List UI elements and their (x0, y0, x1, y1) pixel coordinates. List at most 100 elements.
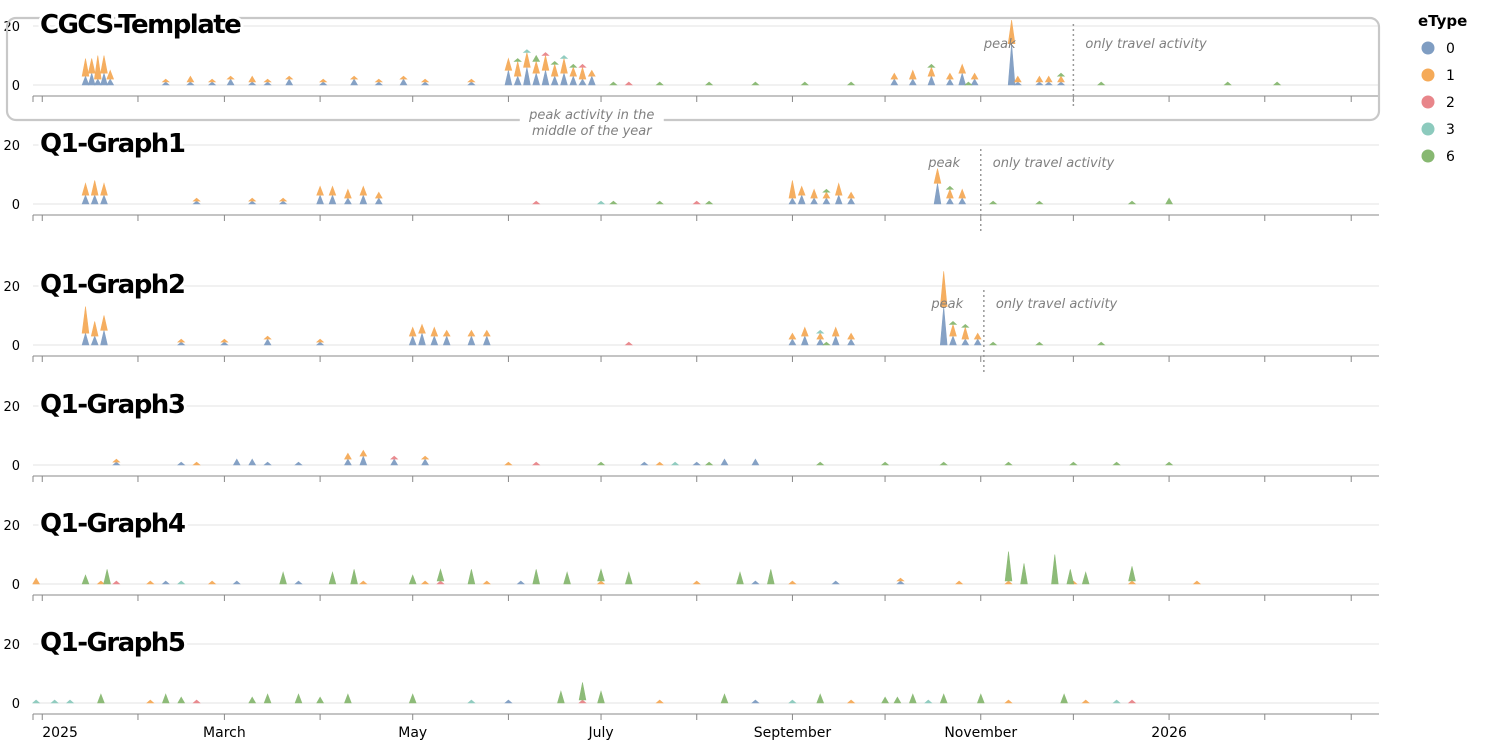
legend-swatch-etype-0 (1421, 41, 1435, 55)
legend-title: eType (1418, 12, 1467, 30)
area-mark-etype-6 (988, 200, 998, 205)
legend-label: 1 (1446, 68, 1455, 84)
area-mark-etype-6 (350, 569, 358, 585)
area-mark-etype-0 (578, 78, 587, 86)
area-mark-etype-3 (65, 699, 75, 704)
area-mark-etype-1 (788, 332, 797, 340)
area-mark-etype-1 (846, 699, 856, 704)
area-mark-etype-6 (927, 63, 936, 68)
area-mark-etype-0 (285, 78, 294, 86)
area-mark-etype-6 (279, 571, 287, 585)
area-mark-etype-0 (399, 78, 408, 86)
area-mark-etype-0 (100, 72, 108, 86)
y-tick-label: 20 (3, 638, 20, 653)
area-mark-etype-0 (112, 461, 121, 466)
area-mark-etype-6 (704, 200, 714, 205)
area-mark-etype-1 (418, 323, 426, 334)
legend-label: 3 (1446, 122, 1455, 138)
area-mark-etype-6 (467, 569, 476, 585)
area-mark-etype-6 (81, 574, 90, 585)
area-mark-etype-6 (939, 693, 948, 704)
area-mark-etype-6 (557, 690, 565, 704)
area-mark-etype-6 (248, 696, 257, 704)
area-mark-etype-2 (192, 699, 201, 704)
area-mark-etype-1 (248, 75, 257, 83)
panel-title: Q1-Graph5 (40, 628, 185, 658)
area-mark-etype-2 (578, 699, 587, 704)
area-mark-etype-6 (408, 693, 417, 704)
travel-annotation: only travel activity (1085, 37, 1207, 52)
area-mark-etype-0 (418, 332, 426, 346)
area-mark-etype-1 (467, 78, 476, 83)
area-mark-etype-1 (112, 458, 121, 463)
area-mark-etype-6 (976, 693, 985, 704)
y-tick-label: 0 (12, 697, 20, 712)
area-mark-etype-0 (1013, 81, 1022, 86)
area-mark-etype-0 (541, 70, 550, 86)
area-mark-etype-1 (482, 329, 491, 337)
area-mark-etype-2 (112, 580, 121, 585)
legend-label: 2 (1446, 95, 1455, 111)
area-mark-etype-6 (1097, 81, 1106, 86)
area-mark-etype-6 (1066, 569, 1075, 585)
range-note-line: middle of the year (532, 124, 653, 139)
area-mark-etype-1 (847, 332, 856, 340)
area-mark-etype-0 (263, 81, 272, 86)
area-mark-etype-1 (420, 455, 430, 460)
legend-swatch-etype-2 (1421, 95, 1435, 109)
y-tick-label: 20 (3, 400, 20, 415)
x-tick-label: 2025 (42, 725, 78, 741)
panel-title: CGCS-Template (40, 10, 241, 40)
area-mark-etype-0 (822, 197, 831, 205)
area-mark-etype-1 (374, 78, 384, 83)
area-mark-etype-6 (294, 693, 303, 704)
area-mark-etype-1 (442, 329, 451, 337)
area-mark-etype-6 (532, 54, 541, 62)
area-mark-etype-3 (670, 461, 680, 466)
y-tick-label: 0 (12, 198, 20, 213)
area-mark-etype-3 (596, 200, 606, 205)
area-mark-etype-0 (788, 338, 797, 346)
area-mark-etype-0 (420, 81, 430, 86)
area-mark-etype-6 (815, 461, 825, 466)
area-mark-etype-1 (81, 306, 90, 334)
area-mark-etype-6 (97, 693, 105, 704)
area-mark-etype-3 (924, 699, 933, 704)
area-mark-etype-6 (1056, 72, 1066, 77)
area-mark-etype-1 (1044, 75, 1053, 83)
area-mark-etype-0 (847, 338, 856, 346)
area-mark-etype-1 (420, 580, 430, 585)
area-mark-etype-6 (988, 341, 998, 346)
area-mark-etype-0 (263, 338, 272, 346)
area-mark-etype-6 (1020, 563, 1028, 585)
area-mark-etype-1 (146, 699, 155, 704)
area-mark-etype-6 (263, 693, 272, 704)
area-mark-etype-1 (949, 323, 957, 337)
area-mark-etype-1 (541, 55, 550, 71)
legend-swatch-etype-6 (1421, 149, 1435, 163)
area-mark-etype-2 (541, 52, 550, 56)
area-mark-etype-6 (655, 81, 664, 86)
area-mark-etype-0 (751, 699, 760, 704)
area-mark-etype-1 (908, 69, 917, 80)
area-mark-etype-6 (1164, 461, 1174, 466)
area-mark-etype-0 (908, 78, 917, 86)
area-mark-etype-0 (442, 335, 451, 346)
area-mark-etype-0 (359, 194, 368, 205)
area-mark-etype-0 (319, 81, 328, 86)
area-mark-etype-1 (226, 75, 235, 80)
area-mark-etype-1 (90, 180, 99, 196)
area-mark-etype-0 (100, 194, 108, 205)
area-mark-etype-1 (106, 69, 115, 80)
area-mark-etype-1 (32, 577, 41, 585)
y-tick-label: 0 (12, 459, 20, 474)
area-mark-etype-0 (343, 197, 352, 205)
area-mark-etype-0 (751, 580, 760, 585)
area-mark-etype-1 (896, 577, 905, 582)
area-mark-etype-6 (177, 696, 186, 704)
area-mark-etype-0 (248, 458, 257, 466)
y-tick-label: 0 (12, 578, 20, 593)
area-mark-etype-1 (1057, 75, 1065, 83)
area-mark-etype-0 (176, 461, 186, 466)
area-mark-etype-1 (94, 55, 102, 80)
